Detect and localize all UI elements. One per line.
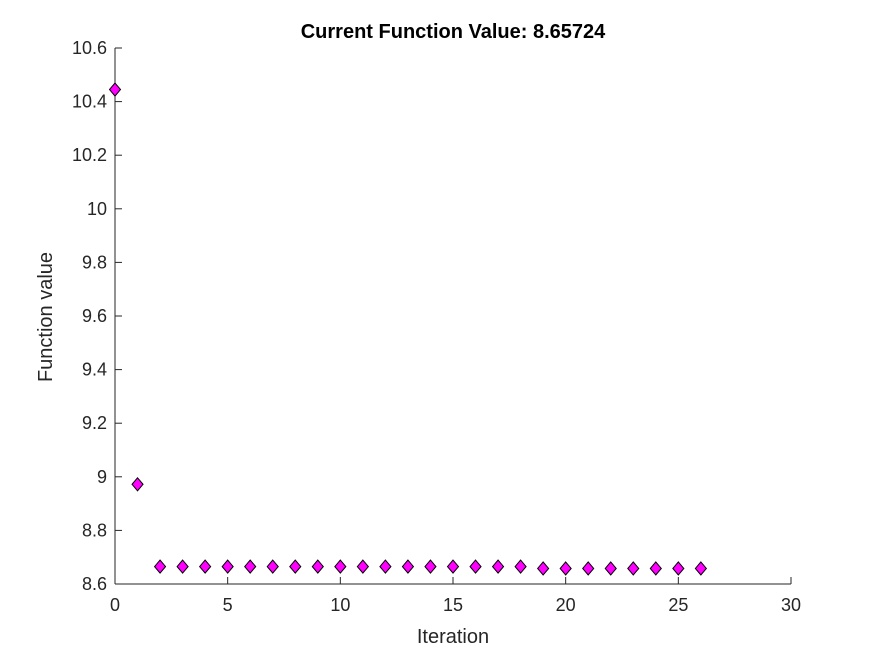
data-point	[491, 559, 505, 574]
y-tick-label: 10	[87, 199, 107, 219]
x-tick-label: 30	[781, 595, 801, 615]
data-point	[424, 559, 437, 574]
data-point	[582, 561, 595, 576]
data-points	[108, 82, 708, 576]
x-tick-label: 15	[443, 595, 463, 615]
y-tick-label: 10.6	[72, 38, 107, 58]
x-tick-label: 25	[668, 595, 688, 615]
data-point	[446, 559, 460, 574]
y-tick-label: 9	[97, 467, 107, 487]
data-point	[311, 559, 324, 574]
y-tick-label: 10.4	[72, 92, 107, 112]
x-tick-label: 0	[110, 595, 120, 615]
data-point	[176, 559, 189, 574]
data-point	[649, 561, 662, 576]
data-point	[536, 561, 550, 576]
chart-title: Current Function Value: 8.65724	[301, 21, 606, 43]
x-tick-label: 20	[556, 595, 576, 615]
data-point	[153, 559, 167, 574]
data-point	[289, 559, 302, 574]
data-point	[469, 559, 482, 574]
y-axis-label: Function value	[35, 252, 57, 382]
y-tick-label: 9.6	[82, 306, 107, 326]
y-tick-label: 10.2	[72, 145, 107, 165]
data-point	[244, 559, 257, 574]
data-point	[108, 82, 122, 97]
data-point	[356, 559, 370, 574]
y-tick-label: 8.8	[82, 520, 107, 540]
data-point	[559, 561, 572, 576]
y-ticks: 8.6 8.8 9 9.2 9.4 9.6 9.8 10 10.2 10.4 10.6	[72, 38, 122, 594]
data-point	[266, 559, 279, 574]
y-tick-label: 8.6	[82, 574, 107, 594]
data-point	[604, 561, 617, 576]
data-point	[131, 477, 144, 492]
axes	[114, 48, 791, 585]
data-point	[627, 561, 640, 576]
y-tick-label: 9.8	[82, 252, 107, 272]
data-point	[514, 559, 527, 574]
data-point	[221, 559, 234, 574]
y-tick-label: 9.2	[82, 413, 107, 433]
data-point	[334, 559, 347, 574]
x-ticks: 0 5 10 15 20 25 30	[110, 577, 801, 615]
data-point	[379, 559, 392, 574]
data-point	[198, 559, 212, 574]
data-point	[672, 561, 685, 576]
x-axis-label: Iteration	[417, 626, 489, 648]
x-tick-label: 5	[223, 595, 233, 615]
y-tick-label: 9.4	[82, 360, 107, 380]
data-point	[694, 561, 708, 576]
data-point	[401, 559, 415, 574]
x-tick-label: 10	[330, 595, 350, 615]
